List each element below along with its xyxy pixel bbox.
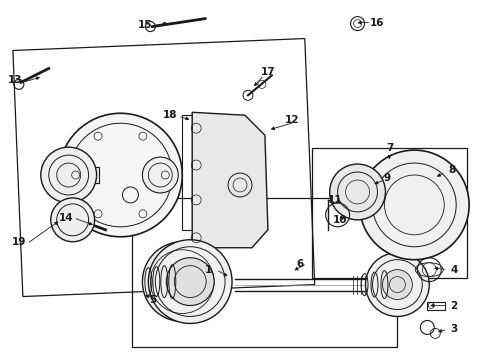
Circle shape [166,258,214,306]
Circle shape [359,150,468,260]
Circle shape [148,240,232,323]
Circle shape [382,270,411,300]
Bar [68,167,99,183]
Circle shape [142,242,222,321]
Text: 11: 11 [327,195,341,205]
Text: 5: 5 [148,294,156,305]
Text: 8: 8 [447,165,455,175]
Text: 1: 1 [204,265,211,275]
Circle shape [365,253,428,316]
Text: 12: 12 [284,115,299,125]
Text: 3: 3 [449,324,457,334]
Text: 15: 15 [138,19,152,30]
Polygon shape [192,112,267,248]
Circle shape [51,198,94,242]
Text: 18: 18 [163,110,177,120]
Text: 17: 17 [260,67,275,77]
Circle shape [59,113,182,237]
Circle shape [329,164,385,220]
Text: 19: 19 [12,237,26,247]
Text: 10: 10 [332,215,346,225]
Text: 6: 6 [296,259,303,269]
Text: 16: 16 [369,18,384,28]
Text: 13: 13 [8,75,22,85]
Bar [427,302,444,310]
Bar [182,115,192,230]
Text: 7: 7 [385,143,392,153]
Text: 2: 2 [449,301,457,311]
Text: 9: 9 [383,173,390,183]
Circle shape [142,157,178,193]
Circle shape [41,147,96,203]
Text: 14: 14 [58,213,73,223]
Text: 4: 4 [449,265,457,275]
